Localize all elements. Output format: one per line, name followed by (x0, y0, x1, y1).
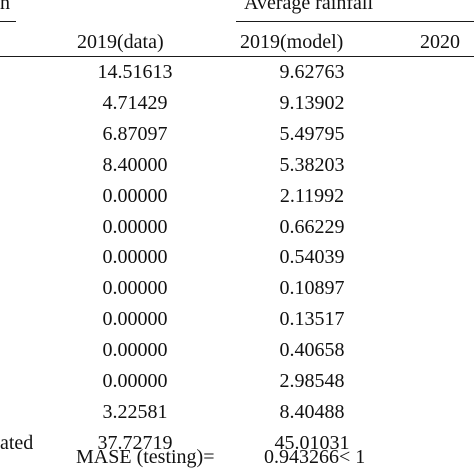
cell-2019-model: 9.13902 (279, 92, 345, 114)
header-top-rule-left (0, 21, 16, 22)
cell-2019-data: 0.00000 (102, 308, 168, 330)
row-label: ated (0, 432, 34, 454)
column-header-2019-model: 2019(model) (240, 31, 344, 53)
cell-2019-model: 0.54039 (279, 246, 345, 268)
cell-2019-data: 0.00000 (102, 216, 168, 238)
mase-label: MASE (testing)= (76, 446, 215, 468)
cell-2019-data: 0.00000 (102, 277, 168, 299)
cell-2019-model: 8.40488 (279, 401, 345, 423)
cell-2019-data: 37.72719 (97, 432, 173, 454)
average-rainfall-underline (236, 21, 474, 22)
cell-2019-data: 3.22581 (102, 401, 168, 423)
column-header-2019-data: 2019(data) (77, 31, 164, 53)
cell-2019-data: 0.00000 (102, 370, 168, 392)
cell-2019-data: 14.51613 (97, 61, 173, 83)
cell-2019-data: 8.40000 (102, 154, 168, 176)
cell-2019-model: 2.98548 (279, 370, 345, 392)
column-header-2020: 2020 (420, 31, 460, 53)
cell-2019-model: 0.10897 (279, 277, 345, 299)
cell-2019-model: 0.13517 (279, 308, 345, 330)
column-header-rule (0, 56, 474, 57)
cell-2019-model: 5.49795 (279, 123, 345, 145)
cell-2019-model: 2.11992 (279, 185, 345, 207)
mase-value: 0.943266< 1 (264, 446, 366, 468)
cell-2019-data: 4.71429 (102, 92, 168, 114)
cell-2019-model: 9.62763 (279, 61, 345, 83)
average-rainfall-header: Average rainfall (244, 0, 373, 14)
cell-2019-model: 5.38203 (279, 154, 345, 176)
cell-2019-model: 45.01031 (274, 432, 350, 454)
cell-2019-data: 6.87097 (102, 123, 168, 145)
cell-2019-model: 0.66229 (279, 216, 345, 238)
row-label-header-fragment: n (0, 0, 10, 14)
cell-2019-model: 0.40658 (279, 339, 345, 361)
cell-2019-data: 0.00000 (102, 246, 168, 268)
cell-2019-data: 0.00000 (102, 339, 168, 361)
cell-2019-data: 0.00000 (102, 185, 168, 207)
